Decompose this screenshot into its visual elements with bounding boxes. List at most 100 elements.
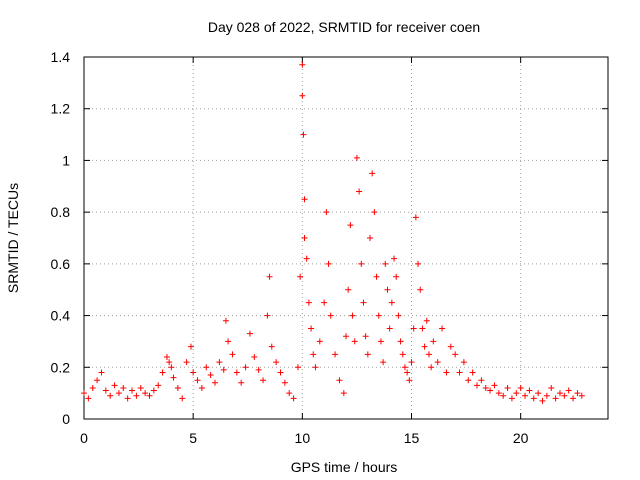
data-point — [399, 351, 406, 358]
data-point — [570, 395, 577, 402]
data-point — [556, 390, 563, 397]
y-tick-label: 0.6 — [51, 256, 71, 272]
x-tick-label: 20 — [513, 430, 529, 446]
data-point — [198, 384, 205, 391]
data-point — [508, 395, 515, 402]
data-point — [539, 397, 546, 404]
data-point — [325, 260, 332, 267]
data-point — [423, 317, 430, 324]
data-point — [362, 333, 369, 340]
data-point — [465, 377, 472, 384]
data-point — [386, 325, 393, 332]
data-point — [401, 364, 408, 371]
data-point — [356, 188, 363, 195]
data-point — [150, 387, 157, 394]
data-point — [504, 384, 511, 391]
data-point — [410, 325, 417, 332]
data-point — [517, 384, 524, 391]
data-point — [225, 338, 232, 345]
data-point — [456, 369, 463, 376]
data-point — [316, 338, 323, 345]
data-point — [212, 379, 218, 386]
data-point — [124, 395, 131, 402]
data-point — [349, 312, 356, 319]
data-point — [377, 338, 384, 345]
data-point — [373, 273, 380, 280]
data-point — [268, 343, 275, 350]
data-point — [264, 312, 271, 319]
data-point — [327, 312, 334, 319]
data-point — [168, 364, 175, 371]
x-tick-label: 0 — [80, 430, 88, 446]
data-point — [281, 379, 288, 386]
data-point — [300, 131, 307, 138]
data-point — [500, 392, 507, 399]
data-point — [382, 260, 389, 267]
data-point — [303, 255, 310, 262]
data-point — [187, 343, 194, 350]
data-point — [574, 390, 581, 397]
data-point — [419, 325, 426, 332]
data-point — [85, 395, 92, 402]
data-point — [81, 390, 87, 397]
y-tick-label: 0.2 — [51, 359, 71, 375]
data-point — [369, 170, 376, 177]
data-points — [81, 61, 585, 404]
data-point — [491, 382, 498, 389]
data-point — [163, 353, 170, 360]
data-point — [238, 379, 245, 386]
data-point — [530, 395, 537, 402]
y-axis-label: SRMTID / TECUs — [5, 183, 21, 293]
data-point — [111, 382, 118, 389]
data-point — [367, 235, 374, 241]
data-point — [347, 222, 354, 229]
data-point — [408, 359, 415, 366]
data-point — [469, 369, 476, 376]
data-point — [380, 359, 387, 366]
data-point — [358, 260, 365, 267]
data-point — [174, 384, 181, 391]
data-point — [428, 364, 435, 371]
data-point — [170, 374, 177, 381]
data-point — [552, 395, 559, 402]
data-point — [142, 390, 149, 397]
data-point — [548, 384, 555, 391]
data-point — [286, 390, 293, 397]
y-tick-label: 1.4 — [51, 49, 71, 65]
data-point — [89, 384, 96, 391]
data-point — [323, 209, 330, 216]
data-point — [260, 377, 267, 384]
data-point — [166, 359, 173, 366]
data-point — [535, 390, 542, 397]
data-point — [297, 273, 304, 280]
x-tick-label: 10 — [295, 430, 311, 446]
data-point — [391, 255, 398, 262]
data-point — [482, 384, 489, 391]
data-point — [415, 260, 422, 267]
data-point — [129, 387, 136, 394]
data-point — [495, 390, 502, 397]
data-point — [443, 369, 450, 376]
y-tick-label: 0 — [62, 411, 70, 427]
data-point — [222, 317, 229, 324]
data-point — [395, 312, 402, 319]
data-point — [340, 390, 347, 397]
data-point — [321, 299, 328, 306]
data-point — [375, 312, 382, 319]
data-point — [299, 92, 306, 99]
y-tick-labels: 0 0.2 0.4 0.6 0.8 1 1.2 1.4 — [51, 49, 71, 427]
data-point — [351, 338, 358, 345]
data-point — [115, 390, 122, 397]
data-point — [404, 369, 411, 376]
data-point — [277, 369, 284, 376]
data-point — [299, 61, 306, 68]
data-point — [107, 392, 114, 399]
data-point — [336, 377, 343, 384]
data-point — [393, 273, 400, 280]
y-tick-label: 1.2 — [51, 101, 71, 117]
data-point — [460, 359, 467, 366]
data-point — [255, 366, 262, 373]
data-point — [478, 377, 485, 384]
